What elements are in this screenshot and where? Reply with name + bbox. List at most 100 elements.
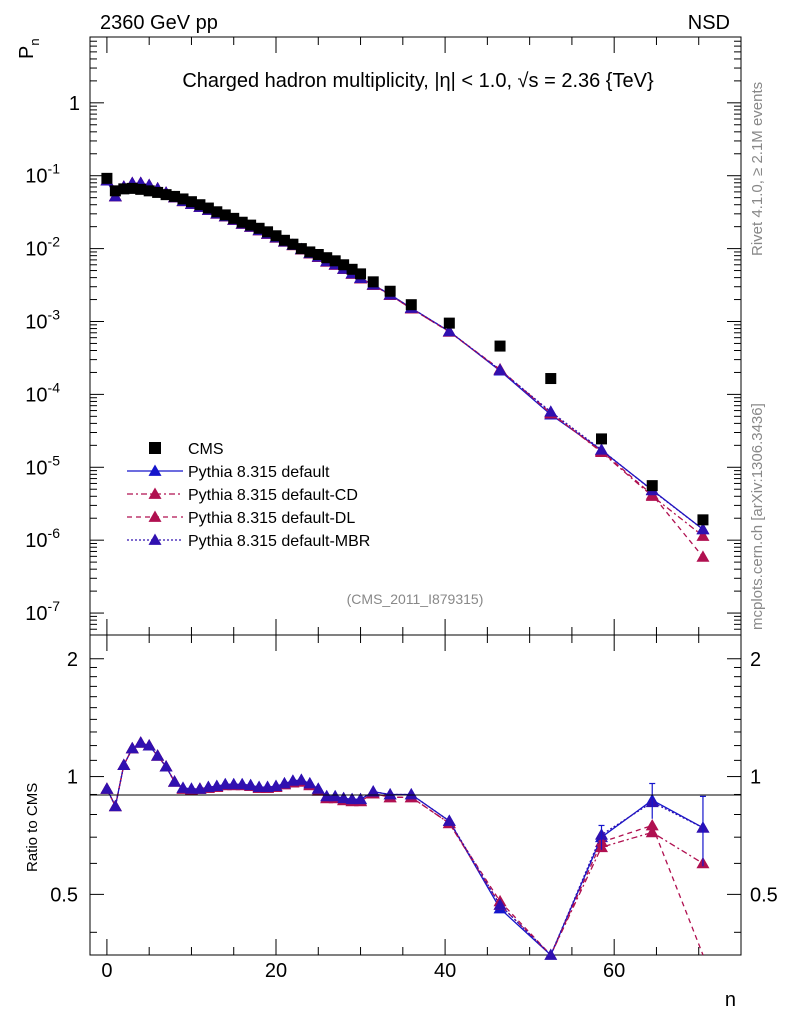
ratio-series-marker bbox=[354, 792, 368, 805]
cms-data-point bbox=[185, 196, 197, 208]
cms-data-point bbox=[211, 206, 223, 218]
ratio-series-marker bbox=[184, 782, 198, 794]
cms-data-point bbox=[228, 212, 240, 224]
top-series-marker bbox=[442, 324, 456, 337]
cms-data-point bbox=[245, 219, 257, 231]
ratio-series-marker bbox=[134, 736, 148, 748]
cms-data-point bbox=[443, 317, 455, 329]
ratio-series-marker bbox=[227, 777, 241, 790]
x-tick-label: 20 bbox=[265, 960, 287, 982]
mcplots-credit-text: mcplots.cern.ch [arXiv:1306.3436] bbox=[749, 403, 766, 630]
top-axis-ticks: 10-7 10-6 10-5 10-4 10-3 10-2 10-1 1 bbox=[25, 36, 741, 636]
ratio-series-marker bbox=[328, 789, 342, 802]
ratio-series-marker bbox=[544, 948, 558, 960]
ratio-series-marker bbox=[100, 782, 114, 794]
ratio-series-marker bbox=[442, 814, 456, 826]
ratio-series-line bbox=[106, 742, 704, 957]
ratio-tick-label-left: 1 bbox=[67, 767, 78, 789]
cms-data-point bbox=[304, 246, 316, 258]
ratio-series-marker bbox=[176, 781, 190, 793]
y-tick-exponent: -7 bbox=[48, 598, 61, 614]
ratio-series-marker bbox=[345, 792, 359, 805]
cms-data-point bbox=[262, 226, 274, 238]
top-series-marker bbox=[696, 522, 710, 535]
ratio-series-marker bbox=[125, 741, 139, 754]
ratio-series-marker bbox=[337, 791, 351, 804]
legend-marker-triangle bbox=[148, 533, 162, 545]
cms-data-point bbox=[278, 234, 290, 246]
ratio-series-marker bbox=[366, 785, 380, 797]
ratio-series-marker bbox=[151, 749, 165, 761]
ratio-tick-label-left: 2 bbox=[67, 649, 78, 671]
cms-data-point bbox=[367, 276, 379, 288]
y-tick-label: 10-3 bbox=[25, 306, 60, 333]
cms-data-point bbox=[384, 285, 396, 297]
cms-data-point bbox=[236, 216, 248, 228]
ratio-series-marker bbox=[404, 787, 418, 800]
legend-marker-square bbox=[149, 442, 161, 454]
rivet-version-text: Rivet 4.1.0, ≥ 2.1M events bbox=[749, 82, 766, 256]
y-tick-label: 10-2 bbox=[25, 234, 60, 261]
legend-marker-triangle bbox=[148, 510, 162, 522]
ratio-tick-label-right: 1 bbox=[750, 767, 761, 789]
top-series-marker bbox=[696, 550, 710, 562]
x-tick-label: 0 bbox=[101, 960, 112, 982]
y-tick-exponent: -5 bbox=[48, 452, 61, 468]
cms-data-point bbox=[160, 189, 172, 201]
y-tick-label: 10-5 bbox=[25, 452, 60, 479]
ratio-series-marker bbox=[244, 778, 258, 791]
cms-data-point bbox=[596, 433, 607, 445]
legend-label: Pythia 8.315 default-MBR bbox=[188, 533, 370, 550]
top-series-marker bbox=[544, 405, 558, 417]
x-axis-ticks: 0 20 40 60 bbox=[101, 37, 700, 982]
y-tick-label: 10-1 bbox=[25, 161, 60, 188]
y-tick-exponent: -2 bbox=[48, 234, 61, 250]
cms-data-point bbox=[287, 238, 299, 250]
y-tick-exponent: -1 bbox=[48, 161, 61, 177]
cms-data-point bbox=[697, 514, 709, 526]
ratio-series-marker bbox=[294, 773, 308, 785]
cms-data-point bbox=[346, 263, 358, 275]
y-tick-exponent: -4 bbox=[48, 379, 61, 395]
ratio-series-marker bbox=[108, 799, 122, 812]
cms-data-point bbox=[312, 249, 324, 261]
ratio-panel-series bbox=[100, 736, 710, 960]
cms-data-point bbox=[109, 185, 121, 197]
y-tick-label: 10-4 bbox=[25, 379, 60, 406]
ratio-series-marker bbox=[218, 777, 232, 790]
ratio-series-marker bbox=[303, 777, 317, 789]
y-tick-exponent: -3 bbox=[48, 306, 61, 322]
cms-data-point bbox=[253, 222, 265, 234]
cms-data-point bbox=[169, 190, 181, 202]
ratio-series-marker bbox=[645, 818, 659, 831]
header-right: NSD bbox=[688, 12, 730, 34]
top-panel-data-points bbox=[101, 172, 709, 526]
ratio-series-marker bbox=[142, 739, 156, 751]
ratio-axis-ticks: 0.5 0.5 1 1 2 2 bbox=[50, 649, 778, 933]
ratio-series-marker bbox=[311, 782, 325, 794]
cms-data-point bbox=[321, 252, 333, 264]
top-series-marker bbox=[493, 363, 507, 375]
top-series-marker bbox=[595, 443, 608, 455]
ratio-series-marker bbox=[252, 780, 266, 792]
cms-data-point bbox=[135, 183, 147, 195]
cms-data-point bbox=[545, 373, 557, 385]
cms-data-point bbox=[101, 172, 113, 184]
cms-data-point bbox=[646, 480, 658, 492]
x-axis-label: n bbox=[725, 989, 736, 1011]
ratio-series-marker bbox=[320, 789, 334, 802]
cms-data-point bbox=[177, 193, 189, 205]
cms-data-point bbox=[355, 268, 367, 280]
cms-data-point bbox=[338, 259, 350, 271]
y-tick-label: 10-6 bbox=[25, 525, 60, 552]
ratio-series-line bbox=[106, 742, 704, 957]
ratio-series-marker bbox=[645, 825, 659, 838]
legend: CMS Pythia 8.315 default Pythia 8.315 defa… bbox=[127, 441, 370, 550]
ratio-series-line bbox=[106, 742, 704, 957]
analysis-tag: (CMS_2011_I879315) bbox=[347, 591, 484, 607]
cms-data-point bbox=[118, 183, 130, 195]
legend-marker-triangle bbox=[148, 464, 162, 476]
legend-label: Pythia 8.315 default bbox=[188, 464, 330, 481]
cms-data-point bbox=[494, 340, 506, 352]
cms-data-point bbox=[219, 209, 231, 221]
